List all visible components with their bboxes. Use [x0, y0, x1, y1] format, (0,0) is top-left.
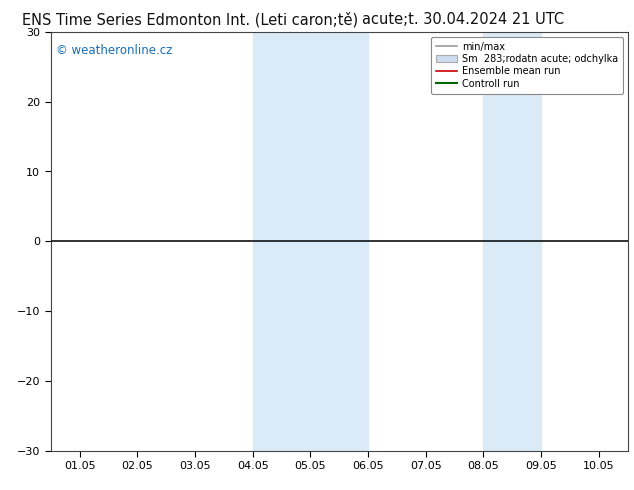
Bar [252, 32, 311, 451]
Bar [310, 32, 368, 451]
Text: ENS Time Series Edmonton Int. (Leti caron;tě): ENS Time Series Edmonton Int. (Leti caro… [22, 12, 358, 28]
Legend: min/max, Sm  283;rodatn acute; odchylka, Ensemble mean run, Controll run: min/max, Sm 283;rodatn acute; odchylka, … [430, 37, 623, 94]
Text: © weatheronline.cz: © weatheronline.cz [56, 45, 173, 57]
Text: acute;t. 30.04.2024 21 UTC: acute;t. 30.04.2024 21 UTC [362, 12, 564, 27]
Bar [483, 32, 541, 451]
